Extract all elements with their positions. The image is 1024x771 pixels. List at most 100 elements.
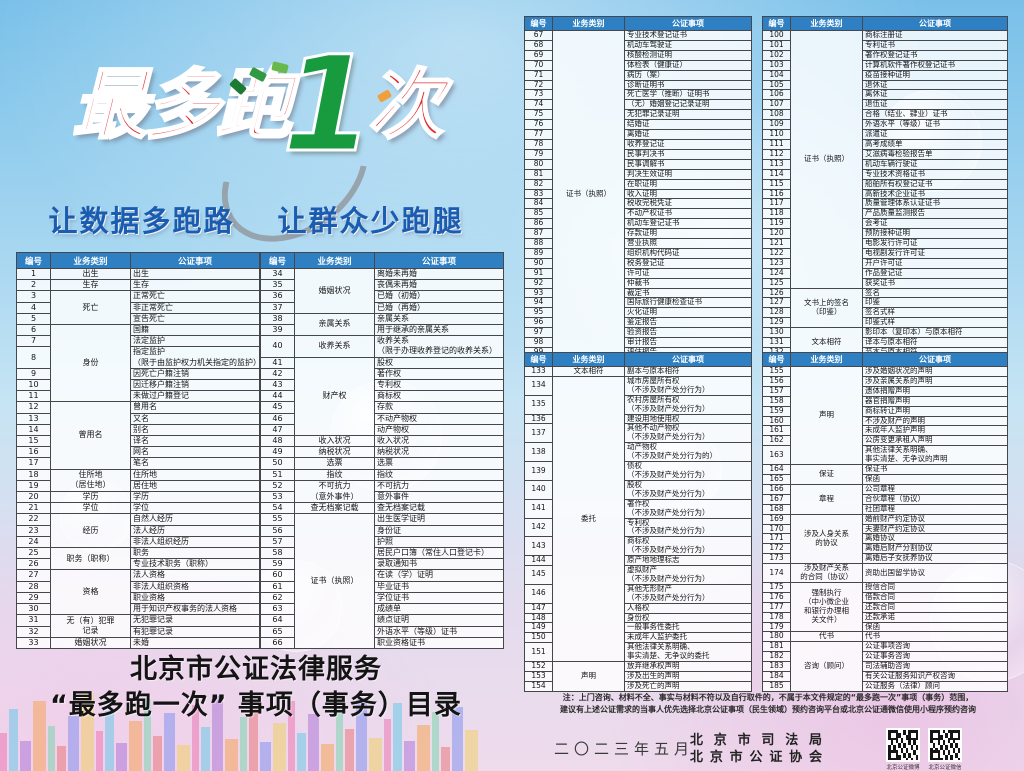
col-header-category: 业务类别 (790, 352, 863, 367)
table-row: 65 外语水平（等级）证书 (260, 625, 504, 638)
row-number: 60 (260, 569, 295, 582)
row-number: 7 (16, 335, 51, 348)
row-number: 79 (524, 148, 553, 160)
notary-item: 无犯罪记录 (130, 614, 260, 627)
row-number: 89 (524, 247, 553, 259)
row-number: 124 (762, 267, 791, 279)
row-number: 122 (762, 247, 791, 259)
notary-item: 商标转让声明 (862, 405, 1008, 417)
skyline-building (68, 716, 79, 771)
row-number: 19 (16, 479, 51, 493)
row-number: 24 (16, 535, 51, 549)
notary-item: 因迁移户籍注销 (130, 379, 260, 392)
row-number: 55 (260, 513, 295, 526)
row-number: 72 (524, 79, 553, 91)
table-row: 154 涉及死亡的声明 (524, 680, 752, 692)
notary-item: 离婚后子女抚养协议 (862, 553, 1008, 565)
catalog-title-line1: 北京市公证法律服务 (130, 654, 382, 685)
row-number: 165 (762, 473, 791, 485)
row-number: 100 (762, 30, 791, 41)
notary-item: 其他法律关系明确、 事实清楚、无争议的委托 (624, 642, 752, 663)
logo-digit-one: 1 (281, 28, 376, 182)
notary-item: 未做过户籍登记 (130, 390, 260, 403)
notary-item: 商标权 (374, 390, 504, 403)
notary-item: 诊断证明书 (624, 79, 752, 91)
notary-item: 不可抗力 (374, 479, 504, 493)
table-row: 150 未成年人监护委托 (524, 632, 752, 644)
notary-item: 代书 (862, 631, 1008, 643)
row-number: 175 (762, 581, 791, 593)
notary-item: 有犯罪记录 (130, 625, 260, 638)
skyline-building (96, 731, 103, 771)
catalog-title: 北京市公证法律服务 “最多跑一次” 事项（事务）目录 (0, 652, 512, 724)
table-row: 145 虚拟财产 （不涉及财产处分行为） (524, 565, 752, 585)
notary-item: 公司章程 (862, 483, 1008, 495)
row-number: 87 (524, 228, 553, 240)
notary-item: 居住地 (130, 479, 260, 493)
notary-item: 婚前财产约定协议 (862, 513, 1008, 525)
skyline-building (212, 696, 223, 771)
notary-item: 社团章程 (862, 503, 1008, 515)
table-row: 42 著作权 (260, 367, 504, 381)
notary-item: 艾滋病毒检验报告单 (862, 148, 1008, 160)
business-category: 强制执行 （中小微企业 和银行办理相 关文件） (790, 581, 863, 633)
row-number: 13 (16, 412, 51, 425)
notary-item: 授信合同 (862, 581, 1008, 593)
notary-item: 著作权 （不涉及财产处分行为） (624, 498, 752, 519)
skyline-building (20, 741, 31, 771)
row-number: 167 (762, 493, 791, 505)
row-number: 168 (762, 503, 791, 515)
row-number: 56 (260, 524, 295, 537)
row-number: 58 (260, 547, 295, 560)
row-number: 116 (762, 188, 791, 200)
business-category: 曾用名 (50, 401, 131, 470)
row-number: 69 (524, 49, 553, 61)
notary-item: 专业技术登记证书 (624, 30, 752, 41)
notary-item: 退休证 (862, 79, 1008, 91)
table-row: 27 资格 法人资格 (16, 569, 260, 616)
notary-item: 机动车辆行驶证 (862, 158, 1008, 170)
notary-item: 在读（学）证明 (374, 569, 504, 582)
table-row: 34 婚姻状况 离婚未再婚 (260, 267, 504, 314)
skyline-building (57, 746, 66, 771)
skyline-building (33, 701, 46, 771)
table-row: 162 公房变更承租人声明 (762, 435, 1008, 447)
col-header-item: 公证事项 (862, 16, 1008, 31)
skyline-building (129, 721, 142, 771)
row-number: 12 (16, 401, 51, 414)
notary-item: 笔名 (130, 457, 260, 470)
row-number: 107 (762, 99, 791, 111)
notary-item: 借款合同 (862, 591, 1008, 603)
row-number: 152 (524, 661, 553, 672)
table-header-row: 编号 业务类别 公证事项 (260, 252, 504, 269)
col-header-category: 业务类别 (552, 352, 625, 367)
row-number: 162 (762, 435, 791, 447)
row-number: 121 (762, 238, 791, 249)
notary-item: 印鉴式样 (862, 317, 1008, 329)
notary-item: 译本与原本相符 (862, 337, 1008, 348)
row-number: 47 (260, 423, 295, 437)
notary-item: 遗体捐赠声明 (862, 385, 1008, 397)
notary-item: 还款合同 (862, 601, 1008, 613)
notary-item: 用于知识产权事务的法人资格 (130, 603, 260, 616)
notary-item: 病历（案） (624, 69, 752, 81)
row-number: 37 (260, 301, 295, 314)
row-number: 57 (260, 535, 295, 549)
notary-item: 非法人组织资格 (130, 580, 260, 593)
table-row: 14 别名 (16, 423, 260, 437)
row-number: 179 (762, 621, 791, 633)
table-row: 35 丧偶未再婚 (260, 279, 504, 292)
business-category: 文本相符 (552, 366, 625, 377)
notary-item: 学位 (130, 502, 260, 515)
skyline-building (321, 744, 334, 771)
notary-item: 录取通知书 (374, 558, 504, 571)
notary-item: 派遣证 (862, 129, 1008, 140)
notary-item: 电影发行许可证 (862, 238, 1008, 249)
business-category: 财产权 (294, 356, 375, 437)
table-row: 51 指纹 指纹 (260, 468, 504, 481)
notary-item: 专利权 （不涉及财产处分行为） (624, 517, 752, 538)
table-row: 66 职业资格证书 (260, 636, 504, 649)
business-category: 纳税状况 (294, 446, 375, 459)
skyline-building (144, 699, 151, 771)
row-number: 166 (762, 483, 791, 495)
